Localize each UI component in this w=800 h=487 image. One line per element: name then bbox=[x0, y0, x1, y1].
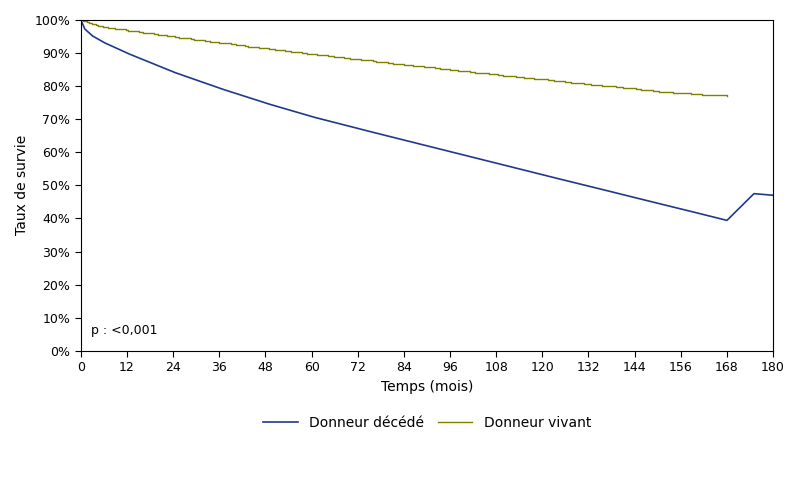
Text: p : <0,001: p : <0,001 bbox=[91, 324, 158, 337]
Donneur décédé bbox=[768, 192, 778, 198]
Donneur vivant bbox=[357, 56, 366, 62]
Donneur vivant bbox=[722, 93, 732, 99]
Donneur vivant bbox=[454, 68, 463, 74]
Donneur vivant bbox=[76, 17, 86, 23]
Donneur décédé bbox=[202, 81, 211, 87]
Donneur vivant bbox=[84, 19, 94, 25]
Line: Donneur décédé: Donneur décédé bbox=[81, 20, 773, 221]
Donneur décédé bbox=[76, 17, 86, 23]
Donneur vivant bbox=[722, 93, 732, 99]
Donneur décédé bbox=[645, 198, 654, 204]
Donneur décédé bbox=[593, 186, 602, 191]
Donneur décédé bbox=[722, 218, 732, 224]
Donneur décédé bbox=[491, 160, 501, 166]
Line: Donneur vivant: Donneur vivant bbox=[81, 20, 727, 96]
Y-axis label: Taux de survie: Taux de survie bbox=[15, 135, 29, 236]
Donneur vivant bbox=[383, 60, 393, 66]
Donneur décédé bbox=[526, 169, 536, 175]
Donneur vivant bbox=[249, 44, 258, 50]
Legend: Donneur décédé, Donneur vivant: Donneur décédé, Donneur vivant bbox=[258, 411, 597, 436]
X-axis label: Temps (mois): Temps (mois) bbox=[381, 380, 473, 393]
Donneur vivant bbox=[362, 57, 372, 63]
Donneur décédé bbox=[341, 122, 350, 128]
